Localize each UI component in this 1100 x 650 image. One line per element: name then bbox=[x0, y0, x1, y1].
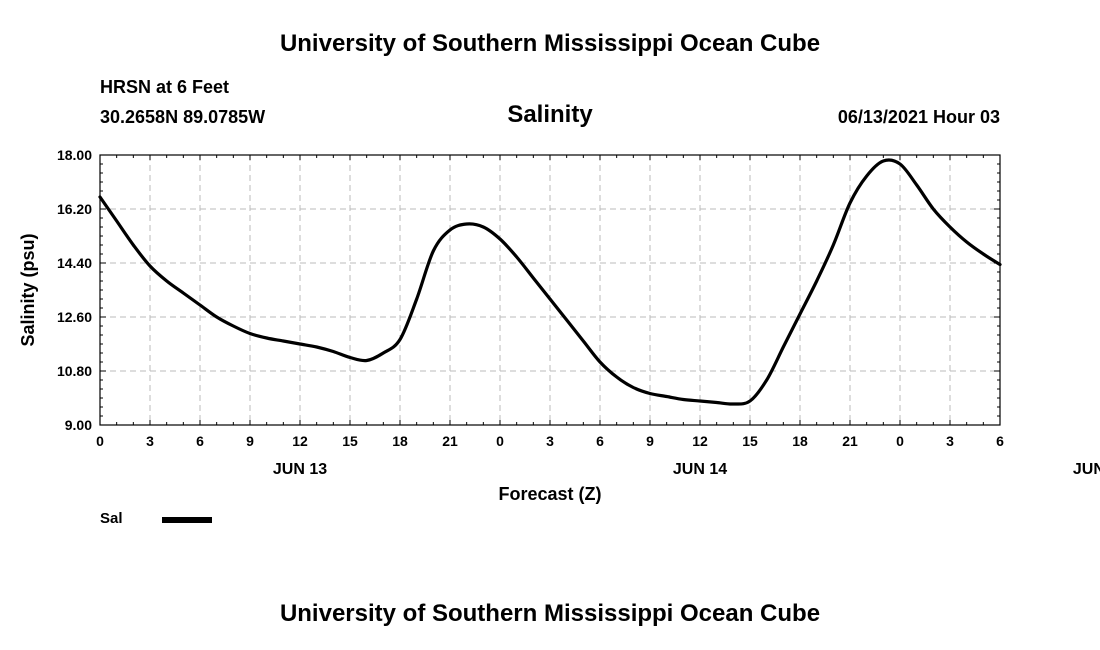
station-name: HRSN at 6 Feet bbox=[100, 77, 230, 97]
plot-frame bbox=[99, 154, 1001, 426]
x-tick-label: 0 bbox=[96, 433, 104, 449]
series-layer bbox=[98, 158, 1002, 406]
x-tick-label: 12 bbox=[292, 433, 308, 449]
x-axis-label: Forecast (Z) bbox=[498, 484, 601, 504]
y-axis-label: Salinity (psu) bbox=[18, 233, 38, 346]
forecast-datetime: 06/13/2021 Hour 03 bbox=[837, 107, 1000, 127]
day-label: JUN 13 bbox=[273, 461, 327, 478]
x-tick-label: 21 bbox=[842, 433, 858, 449]
x-tick-label: 15 bbox=[342, 433, 358, 449]
salinity-series-line bbox=[98, 158, 1002, 406]
legend-label: Sal bbox=[100, 510, 123, 527]
top-title: University of Southern Mississippi Ocean… bbox=[279, 30, 821, 57]
chart-title: Salinity bbox=[507, 101, 593, 128]
x-tick-label: 18 bbox=[792, 433, 808, 449]
x-tick-label: 0 bbox=[496, 433, 504, 449]
axes: 0 3 6 9 12 15 18 21 0 3 6 9 12 15 18 21 0 3 6 JUN 13 JUN 14 J… bbox=[57, 147, 1100, 478]
x-tick-label: 15 bbox=[742, 433, 758, 449]
legend-swatch bbox=[162, 517, 212, 523]
x-tick-label: 3 bbox=[146, 433, 154, 449]
y-tick-label: 10.80 bbox=[57, 363, 92, 379]
x-tick-label: 21 bbox=[442, 433, 458, 449]
x-tick-label: 6 bbox=[596, 433, 604, 449]
station-coordinates: 30.2658N 89.0785W bbox=[100, 107, 266, 127]
x-tick-label: 6 bbox=[996, 433, 1004, 449]
y-tick-label: 9.00 bbox=[65, 417, 92, 433]
y-tick-label: 12.60 bbox=[57, 309, 92, 325]
x-tick-label: 3 bbox=[946, 433, 954, 449]
x-tick-label: 0 bbox=[896, 433, 904, 449]
x-tick-label: 9 bbox=[246, 433, 254, 449]
x-tick-label: 12 bbox=[692, 433, 708, 449]
day-label: JUN 14 bbox=[673, 461, 727, 478]
bottom-title: University of Southern Mississippi Ocean… bbox=[279, 600, 821, 627]
x-tick-label: 18 bbox=[392, 433, 408, 449]
y-tick-label: 18.00 bbox=[57, 147, 92, 163]
x-tick-label: 3 bbox=[546, 433, 554, 449]
y-tick-label: 16.20 bbox=[57, 201, 92, 217]
x-tick-label: 9 bbox=[646, 433, 654, 449]
x-tick-label: 6 bbox=[196, 433, 204, 449]
y-tick-label: 14.40 bbox=[57, 255, 92, 271]
grid bbox=[100, 155, 1000, 425]
day-label: JUN 15 bbox=[1073, 461, 1100, 478]
